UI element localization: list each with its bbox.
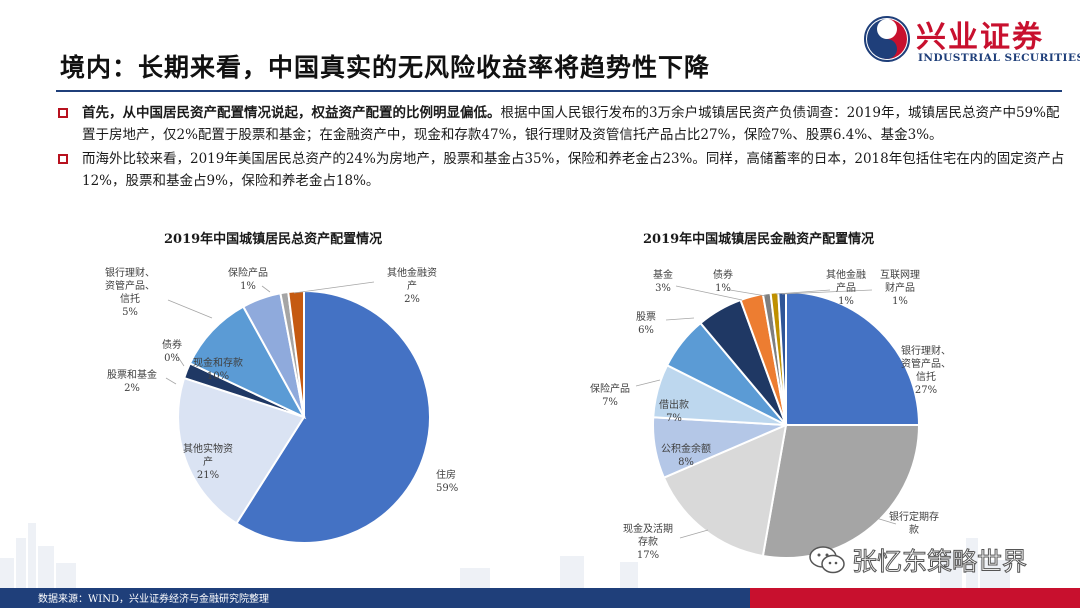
- logo-chinese-name: 兴业证券: [916, 20, 1044, 55]
- pie-slice: [785, 290, 921, 426]
- watermark: 张忆东策略世界: [808, 540, 1028, 580]
- leader-line: [775, 289, 831, 295]
- slice-label: 住房 59%: [436, 468, 458, 494]
- slice-label: 现金及活期存款 17%: [623, 522, 673, 561]
- chart-title-financial-assets: 2019年中国城镇居民金融资产配置情况: [643, 232, 875, 247]
- slice-label: 银行定期存款: [889, 510, 939, 536]
- leader-line: [665, 317, 695, 321]
- slice-label: 保险产品 1%: [228, 266, 268, 292]
- watermark-text: 张忆东策略世界: [851, 547, 1028, 577]
- pie-slice: [235, 289, 431, 544]
- slice-label: 基金 3%: [653, 268, 673, 294]
- bullet-text: 根据中国人民银行发布的3万余户城镇居民资产负债调查：2019年，城镇居民总资产中…: [82, 105, 1060, 143]
- slice-label: 互联网理财产品 1%: [880, 269, 920, 307]
- bullet-square-icon: [58, 108, 68, 118]
- slice-label: 其他金融产品 1%: [826, 268, 866, 307]
- leader-line: [165, 377, 177, 385]
- slice-label: 银行理财、资管产品、信托 5%: [105, 266, 155, 318]
- leader-line: [781, 289, 873, 295]
- pie-slice: [761, 424, 921, 559]
- wechat-icon: [809, 546, 845, 574]
- skyline-decoration: [0, 523, 1010, 588]
- company-logo: 兴业证券 INDUSTRIAL SECURITIES: [862, 10, 1080, 68]
- bullet-square-icon: [58, 154, 68, 164]
- slice-label: 银行理财、资管产品、信托 27%: [901, 344, 951, 396]
- pie-slice: [662, 423, 788, 558]
- pie-total-assets: 住房 59% 其他实物资产 21% 股票和基金 2%债券 0% 现金和存款 10% 银行理财、资管…: [105, 266, 458, 544]
- pie-slice: [177, 376, 306, 525]
- leader-line: [679, 529, 709, 539]
- slice-label: 公积金余额 8%: [661, 442, 711, 468]
- slice-label: 股票和基金 2%: [107, 368, 157, 394]
- leader-line: [167, 299, 213, 319]
- pie-slice: [287, 289, 305, 418]
- leader-line: [635, 379, 661, 387]
- slice-label: 股票 6%: [636, 311, 656, 336]
- leader-line: [875, 517, 897, 525]
- pie-financial-assets: 银行理财、资管产品、信托 27% 银行定期存款 现金及活期存款 17% 公积金余额 8% 借出…: [590, 268, 951, 561]
- slice-label: 保险产品 7%: [590, 382, 630, 408]
- leader-line: [261, 285, 271, 293]
- bullet-lead: 首先，从中国居民资产配置情况说起，权益资产配置的比例明显偏低。: [82, 105, 501, 121]
- slice-label: 借出款 7%: [659, 398, 689, 424]
- slice-label: 债券 0%: [162, 338, 182, 364]
- chart-title-total-assets: 2019年中国城镇居民总资产配置情况: [164, 232, 383, 247]
- slide-title: 境内：长期来看，中国真实的无风险收益率将趋势性下降: [60, 53, 711, 82]
- slice-label: 债券 1%: [713, 268, 733, 294]
- leader-line: [175, 353, 185, 367]
- logo-mark-icon: [864, 16, 910, 62]
- leader-line: [293, 281, 375, 294]
- slice-label: 现金和存款 10%: [193, 356, 243, 382]
- bullet-item-2: 而海外比较来看，2019年美国居民总资产的24%为房地产，股票和基金占35%，保…: [56, 148, 1066, 192]
- leader-line: [675, 285, 743, 301]
- pie-slice: [777, 290, 787, 426]
- footer-accent: [750, 588, 1080, 608]
- bullet-item-1: 首先，从中国居民资产配置情况说起，权益资产配置的比例明显偏低。根据中国人民银行发…: [56, 102, 1066, 146]
- logo-english-name: INDUSTRIAL SECURITIES: [918, 52, 1080, 64]
- title-divider: [56, 90, 1062, 92]
- bullet-list: 首先，从中国居民资产配置情况说起，权益资产配置的比例明显偏低。根据中国人民银行发…: [56, 102, 1066, 194]
- leader-line: [729, 289, 767, 297]
- pie-slice: [188, 305, 307, 420]
- slice-label: 其他金融资产 2%: [387, 266, 437, 305]
- bullet-text: 而海外比较来看，2019年美国居民总资产的24%为房地产，股票和基金占35%，保…: [82, 151, 1065, 189]
- footer-source: 数据来源：WIND，兴业证券经济与金融研究院整理: [38, 594, 269, 605]
- slice-label: 其他实物资产 21%: [183, 442, 233, 481]
